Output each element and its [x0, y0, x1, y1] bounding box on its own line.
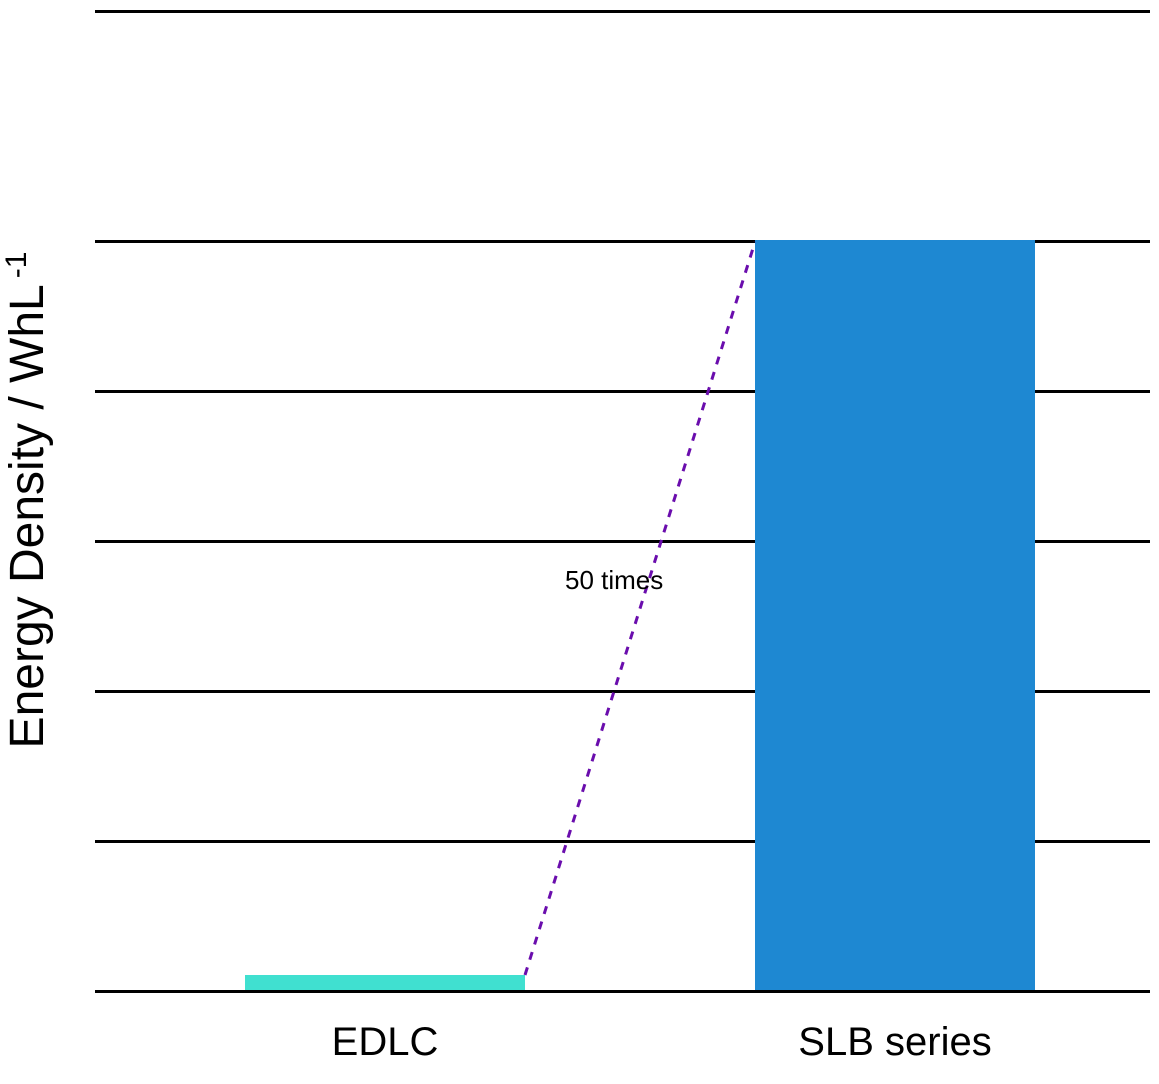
y-axis-title-text: Energy Density / WhL — [1, 284, 54, 748]
top-rule — [95, 10, 1150, 13]
y-axis-title: Energy Density / WhL -1 — [0, 252, 55, 749]
bar-slb — [755, 240, 1035, 990]
y-axis-title-exp: -1 — [0, 252, 33, 279]
x-label-edlc: EDLC — [332, 1020, 439, 1065]
annotation-50-times: 50 times — [565, 565, 663, 596]
plot-area: 50 times — [95, 90, 1150, 990]
x-label-slb: SLB series — [798, 1020, 991, 1065]
bar-edlc — [245, 975, 525, 990]
energy-density-chart: Energy Density / WhL -1 50 times EDLC SLB … — [0, 0, 1159, 1084]
gridline — [95, 990, 1150, 993]
